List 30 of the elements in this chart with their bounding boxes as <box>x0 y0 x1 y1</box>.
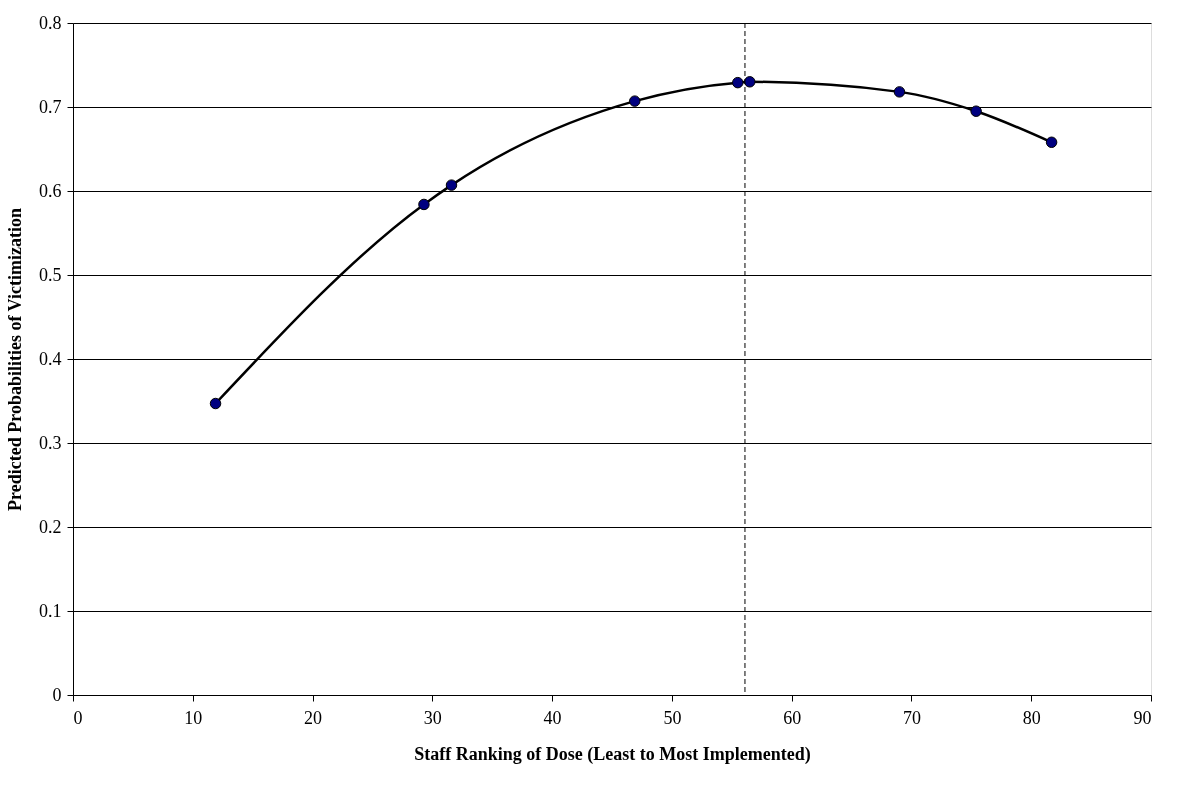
x-tick-label: 80 <box>1022 707 1041 728</box>
y-tick-label: 0 <box>52 684 62 705</box>
y-tick-label: 0.2 <box>39 516 62 537</box>
x-tick-label: 0 <box>73 707 83 728</box>
x-tick-label: 70 <box>902 707 921 728</box>
x-tick-label: 20 <box>304 707 323 728</box>
x-tick-label: 30 <box>423 707 442 728</box>
point <box>744 76 756 88</box>
y-tick-label: 0.6 <box>39 180 62 201</box>
y-tick-label: 0.3 <box>39 432 62 453</box>
x-tick-label: 90 <box>1133 707 1152 728</box>
x-tick-label: 50 <box>663 707 682 728</box>
point <box>970 105 982 117</box>
point <box>445 179 458 191</box>
x-axis-title: Staff Ranking of Dose (Least to Most Implemented) <box>414 743 811 765</box>
point <box>893 86 906 98</box>
point <box>732 76 744 89</box>
point <box>209 397 222 410</box>
y-tick-label: 0.5 <box>39 264 62 285</box>
y-tick-label: 0.4 <box>39 348 62 369</box>
point <box>629 95 641 107</box>
y-tick-label: 0.8 <box>39 12 62 33</box>
point <box>1045 136 1058 149</box>
y-tick-label: 0.7 <box>39 96 62 117</box>
point <box>418 198 430 211</box>
y-tick-label: 0.1 <box>39 600 62 621</box>
x-tick-label: 10 <box>184 707 203 728</box>
x-tick-label: 60 <box>783 707 802 728</box>
y-axis-title: Predicted Probabilities of Victimization <box>5 208 25 511</box>
x-tick-label: 40 <box>543 707 562 728</box>
